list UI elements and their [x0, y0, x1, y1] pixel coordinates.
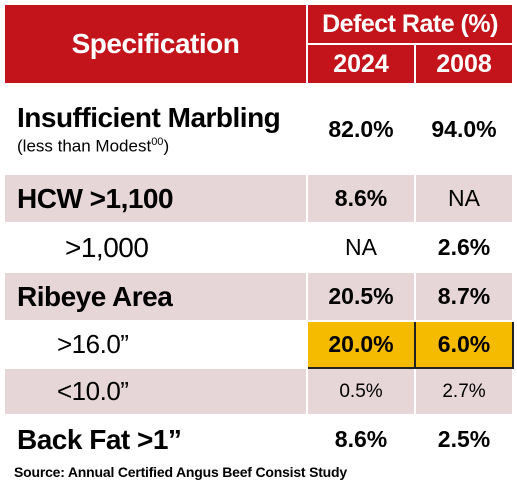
cell-hcw-1000-2024: NA	[306, 222, 416, 273]
marbling-sublabel-end: )	[163, 136, 170, 156]
marbling-sublabel: (less than Modest00)	[17, 136, 306, 157]
cell-hcw-1100-2024: 8.6%	[306, 173, 416, 224]
row-label-ribeye-10: <10.0”	[3, 367, 308, 416]
cell-backfat-2024: 8.6%	[306, 414, 416, 465]
cell-ribeye-2008: 8.7%	[414, 271, 514, 322]
marbling-sublabel-sup: 00	[151, 135, 164, 148]
cell-hcw-1100-2008: NA	[414, 173, 514, 224]
cell-ribeye-2024: 20.5%	[306, 271, 416, 322]
row-label-hcw-1000: >1,000	[3, 222, 308, 273]
cell-marbling-2024: 82.0%	[306, 83, 416, 175]
cell-ribeye-16-2024: 20.0%	[306, 320, 416, 369]
table-row-hcw-1000: >1,000 NA 2.6%	[3, 222, 514, 273]
year-2008-header: 2008	[414, 43, 514, 85]
cell-ribeye-10-2008: 2.7%	[414, 367, 514, 416]
marbling-label: Insufficient Marbling	[17, 101, 281, 133]
cell-ribeye-16-2008: 6.0%	[414, 320, 514, 369]
defect-rate-header: Defect Rate (%)	[306, 3, 514, 45]
table-row-hcw-1100: HCW >1,100 8.6% NA	[3, 173, 514, 224]
cell-ribeye-10-2024: 0.5%	[306, 367, 416, 416]
table-row-ribeye: Ribeye Area 20.5% 8.7%	[3, 271, 514, 322]
specification-header: Specification	[3, 3, 308, 85]
table-row-backfat: Back Fat >1” 8.6% 2.5%	[3, 414, 514, 465]
row-label-ribeye: Ribeye Area	[3, 271, 308, 322]
marbling-sublabel-text: (less than Modest	[17, 136, 152, 156]
table-row-ribeye-10: <10.0” 0.5% 2.7%	[3, 367, 514, 416]
cell-backfat-2008: 2.5%	[414, 414, 514, 465]
row-label-ribeye-16: >16.0”	[3, 320, 308, 369]
year-2024-header: 2024	[306, 43, 416, 85]
row-label-hcw-1100: HCW >1,100	[3, 173, 308, 224]
source-note: Source: Annual Certified Angus Beef Cons…	[14, 464, 347, 480]
row-label-marbling: Insufficient Marbling (less than Modest0…	[3, 83, 308, 175]
table-row-marbling: Insufficient Marbling (less than Modest0…	[3, 83, 514, 175]
table-row-ribeye-16: >16.0” 20.0% 6.0%	[3, 320, 514, 369]
defect-rate-table: Specification Defect Rate (%) 2024 2008 …	[3, 3, 514, 465]
cell-marbling-2008: 94.0%	[414, 83, 514, 175]
row-label-backfat: Back Fat >1”	[3, 414, 308, 465]
cell-hcw-1000-2008: 2.6%	[414, 222, 514, 273]
